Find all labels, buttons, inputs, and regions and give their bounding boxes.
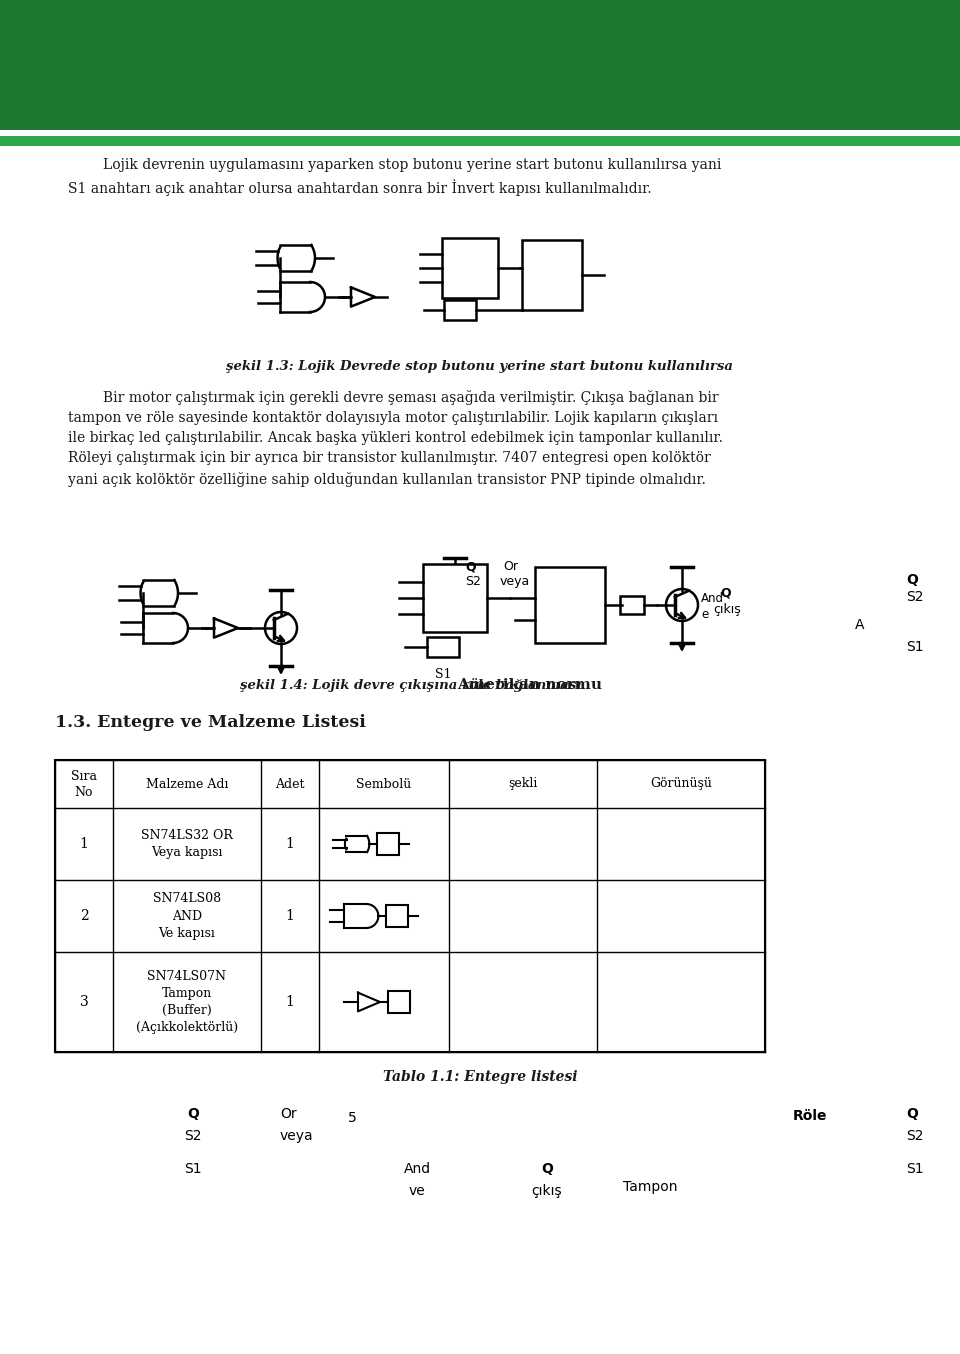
Circle shape xyxy=(265,612,297,645)
Bar xyxy=(55,760,765,1052)
Text: S1: S1 xyxy=(906,640,924,654)
Text: A: A xyxy=(855,617,865,632)
Bar xyxy=(0,0,960,130)
Text: SN74LS32 OR
Veya kapısı: SN74LS32 OR Veya kapısı xyxy=(141,829,233,858)
Bar xyxy=(522,240,582,310)
Text: SN74LS07N
Tampon
(Buffer)
(Açıkkolektörlü): SN74LS07N Tampon (Buffer) (Açıkkolektörl… xyxy=(136,969,238,1034)
Circle shape xyxy=(666,589,698,621)
Text: Or: Or xyxy=(280,1108,297,1121)
Text: Sembolü: Sembolü xyxy=(356,777,412,791)
Text: Görünüşü: Görünüşü xyxy=(650,777,712,791)
Bar xyxy=(444,301,476,320)
Text: S2: S2 xyxy=(906,1129,924,1143)
Text: S1: S1 xyxy=(435,668,451,681)
Text: 1: 1 xyxy=(80,837,88,852)
Text: Q: Q xyxy=(906,1108,918,1121)
Text: Q: Q xyxy=(720,586,731,600)
Bar xyxy=(0,135,960,146)
Text: Amerikan normu: Amerikan normu xyxy=(457,678,602,692)
Text: Q: Q xyxy=(906,573,918,588)
Bar xyxy=(423,565,487,632)
Bar xyxy=(427,636,459,657)
Text: şekil 1.3: Lojik Devrede stop butonu yerine start butonu kullanılırsa: şekil 1.3: Lojik Devrede stop butonu yer… xyxy=(227,360,733,372)
Text: And: And xyxy=(403,1162,431,1177)
Bar xyxy=(620,596,644,613)
Text: S2: S2 xyxy=(184,1129,202,1143)
Text: And: And xyxy=(701,593,724,605)
Text: ve: ve xyxy=(409,1183,425,1198)
Text: veya: veya xyxy=(280,1129,314,1143)
Text: e: e xyxy=(701,608,708,620)
Text: 2: 2 xyxy=(80,909,88,923)
Bar xyxy=(386,904,408,927)
Bar xyxy=(442,238,498,298)
Text: 5: 5 xyxy=(348,1112,356,1125)
Text: şekli: şekli xyxy=(508,777,538,791)
Text: çıkış: çıkış xyxy=(532,1183,563,1198)
Text: SN74LS08
AND
Ve kapısı: SN74LS08 AND Ve kapısı xyxy=(153,892,221,940)
Text: Sıra
No: Sıra No xyxy=(71,769,97,799)
Text: S2: S2 xyxy=(465,575,481,588)
Text: Bir motor çalıştırmak için gerekli devre şeması aşağıda verilmiştir. Çıkışa bağl: Bir motor çalıştırmak için gerekli devre… xyxy=(68,390,723,486)
Text: Q: Q xyxy=(187,1108,199,1121)
Text: Or: Or xyxy=(503,561,518,573)
Text: veya: veya xyxy=(500,575,530,588)
Text: 1: 1 xyxy=(285,909,295,923)
Text: Malzeme Adı: Malzeme Adı xyxy=(146,777,228,791)
Text: 1: 1 xyxy=(285,995,295,1009)
Text: Adet: Adet xyxy=(276,777,304,791)
Text: Q: Q xyxy=(465,561,475,573)
Text: çıkış: çıkış xyxy=(713,603,741,616)
Text: Tampon: Tampon xyxy=(623,1179,677,1194)
Text: Lojik devrenin uygulamasını yaparken stop butonu yerine start butonu kullanılırs: Lojik devrenin uygulamasını yaparken sto… xyxy=(68,158,721,196)
Bar xyxy=(535,567,605,643)
Bar xyxy=(388,991,410,1013)
Text: S1: S1 xyxy=(184,1162,202,1177)
Text: S1: S1 xyxy=(906,1162,924,1177)
Bar xyxy=(377,833,399,854)
Text: 1: 1 xyxy=(285,837,295,852)
Text: S2: S2 xyxy=(906,590,924,604)
Text: 1.3. Entegre ve Malzeme Listesi: 1.3. Entegre ve Malzeme Listesi xyxy=(55,714,366,731)
Text: Röle: Röle xyxy=(793,1109,828,1122)
Text: Tablo 1.1: Entegre listesi: Tablo 1.1: Entegre listesi xyxy=(383,1070,577,1085)
Text: şekil 1.4: Lojik devre çıkışına röle bağlanması: şekil 1.4: Lojik devre çıkışına röle bağ… xyxy=(240,678,582,692)
Text: 3: 3 xyxy=(80,995,88,1009)
Text: Q: Q xyxy=(541,1162,553,1177)
